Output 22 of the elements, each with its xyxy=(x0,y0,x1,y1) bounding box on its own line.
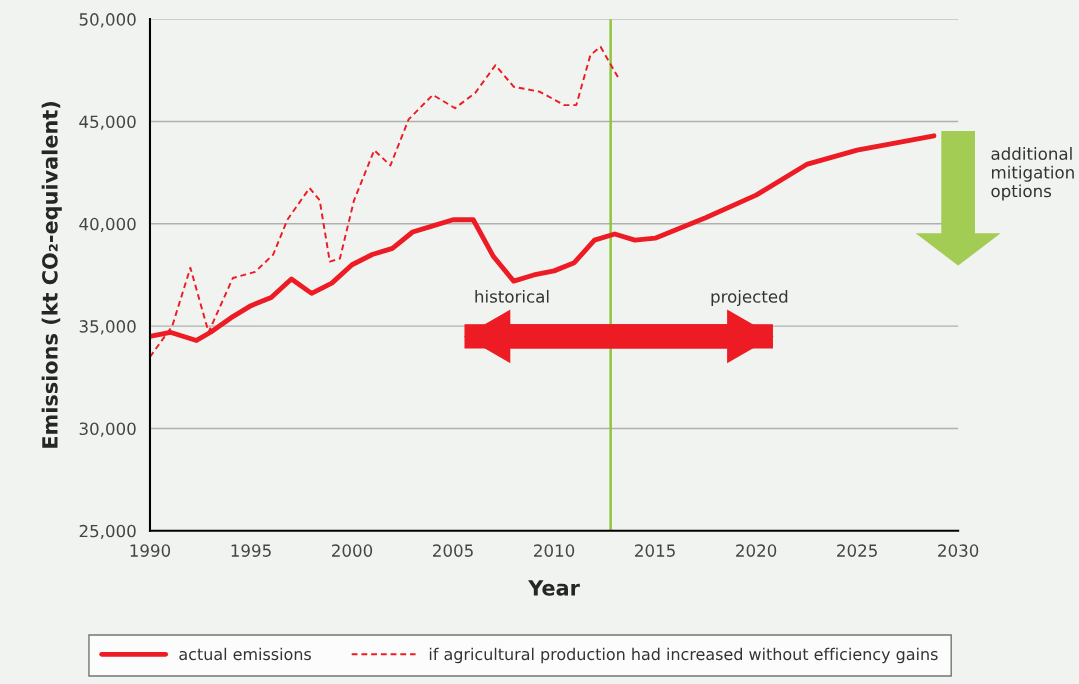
y-tick-label: 35,000 xyxy=(79,320,136,335)
y-tick-label: 50,000 xyxy=(79,13,136,28)
x-tick-label: 2010 xyxy=(534,544,575,557)
x-tick-label: 2030 xyxy=(938,544,979,557)
text: additional mitigation options xyxy=(991,147,1074,201)
annotation: projected xyxy=(711,289,788,307)
y-tick-label: 40,000 xyxy=(79,217,136,233)
x-tick-label: 2015 xyxy=(635,544,675,557)
x-tick-label: 1995 xyxy=(231,544,271,557)
annotation: historical xyxy=(475,289,549,303)
x-tick-label: 2000 xyxy=(332,544,373,557)
x-axis-title: Year xyxy=(528,580,580,596)
y-axis-title: Emissions (kt CO₂-equivalent) xyxy=(41,102,62,448)
x-tick-label: 1990 xyxy=(130,544,171,557)
x-tick-label: 2005 xyxy=(433,544,473,557)
y-tick-label: 25,000 xyxy=(79,524,136,540)
y-tick-label: 45,000 xyxy=(79,115,136,130)
legend-label: if agricultural production had increased without efficiency gains xyxy=(429,647,938,664)
y-tick-label: 30,000 xyxy=(79,422,136,437)
x-tick-label: 2020 xyxy=(736,544,777,557)
legend-label: actual emissions xyxy=(179,647,311,661)
x-tick-label: 2025 xyxy=(837,544,877,557)
